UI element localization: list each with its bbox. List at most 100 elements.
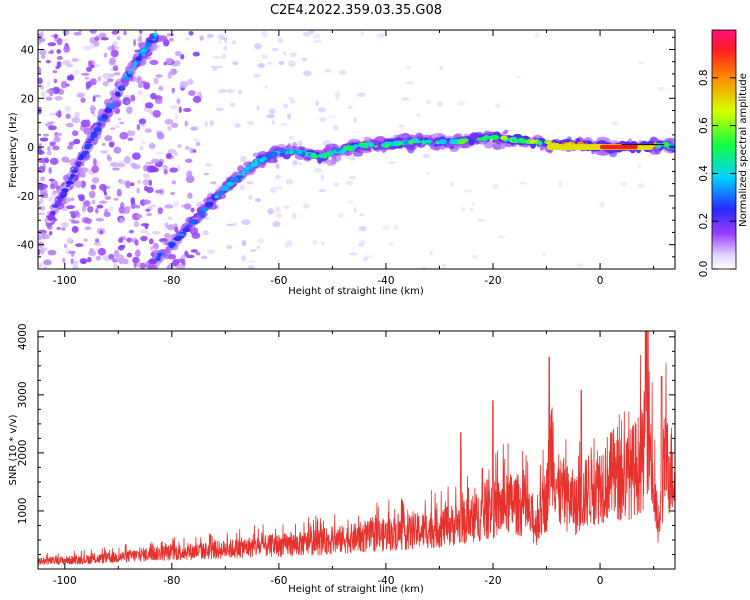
noise-speckle	[319, 117, 327, 122]
noise-speckle	[313, 40, 323, 43]
ridge-peak-blob	[141, 52, 145, 56]
noise-speckle	[62, 257, 66, 264]
noise-speckle	[109, 57, 117, 65]
noise-speckle	[188, 30, 194, 36]
noise-speckle	[42, 184, 47, 190]
noise-speckle	[516, 75, 520, 79]
noise-speckle	[125, 100, 130, 105]
spectrogram-image	[38, 24, 675, 269]
noise-speckle	[317, 107, 326, 113]
noise-speckle	[534, 32, 539, 39]
noise-speckle	[450, 182, 454, 187]
noise-speckle	[125, 180, 131, 189]
noise-speckle	[70, 197, 75, 202]
snr-x-label: Height of straight line (km)	[288, 584, 424, 595]
noise-speckle	[360, 239, 366, 246]
noise-speckle	[155, 152, 164, 155]
noise-speckle	[82, 45, 92, 51]
noise-speckle	[56, 226, 61, 231]
noise-speckle	[104, 135, 113, 142]
noise-speckle	[104, 208, 108, 215]
noise-speckle	[190, 126, 198, 131]
noise-speckle	[152, 243, 159, 250]
noise-speckle	[137, 261, 141, 268]
noise-speckle	[53, 136, 61, 143]
noise-speckle	[102, 142, 106, 147]
noise-speckle	[146, 212, 153, 217]
noise-speckle	[123, 206, 131, 214]
noise-speckle	[150, 246, 154, 251]
noise-speckle	[142, 179, 151, 186]
ridge-peak-blob	[79, 154, 84, 160]
noise-speckle	[45, 96, 53, 101]
noise-speckle	[272, 47, 279, 52]
ridge-peak-blob	[168, 241, 176, 247]
noise-speckle	[91, 165, 99, 174]
noise-speckle	[170, 105, 178, 110]
noise-speckle	[71, 130, 79, 137]
snr-line	[38, 331, 675, 566]
noise-speckle	[125, 106, 133, 114]
ridge-peak-blob	[235, 175, 245, 179]
ridge-halo-blob	[594, 150, 606, 156]
noise-speckle	[166, 33, 175, 37]
noise-speckle	[134, 239, 139, 246]
noise-speckle	[333, 182, 339, 187]
ridge-peak-blob	[198, 211, 205, 218]
noise-speckle	[292, 160, 298, 166]
noise-speckle	[239, 184, 246, 190]
ridge-halo-blob	[322, 148, 327, 154]
noise-speckle	[184, 158, 193, 163]
noise-speckle	[136, 214, 143, 219]
x-tick-label: -100	[53, 275, 77, 287]
noise-speckle	[348, 252, 358, 256]
noise-speckle	[133, 221, 140, 228]
noise-speckle	[63, 45, 70, 53]
noise-speckle	[232, 40, 237, 45]
noise-speckle	[163, 61, 167, 66]
ridge-halo-blob	[326, 159, 335, 166]
ridge-peak-blob	[314, 155, 320, 158]
ridge-halo-blob	[500, 141, 505, 150]
noise-speckle	[111, 44, 115, 51]
ridge-peak-blob	[61, 188, 69, 193]
noise-speckle	[518, 181, 528, 185]
noise-speckle	[165, 57, 173, 65]
noise-speckle	[140, 124, 146, 128]
ridge-peak-blob	[326, 151, 331, 158]
noise-speckle	[183, 203, 192, 210]
noise-speckle	[99, 150, 109, 154]
ridge-peak-blob	[51, 210, 56, 215]
noise-speckle	[347, 200, 354, 204]
noise-speckle	[94, 36, 100, 41]
colorbar-tick-label: 0.2	[698, 213, 710, 230]
noise-speckle	[271, 120, 275, 125]
noise-speckle	[53, 78, 58, 84]
x-tick-label: -80	[163, 575, 180, 587]
noise-speckle	[81, 260, 86, 264]
ridge-blob	[121, 81, 127, 87]
noise-speckle	[301, 57, 308, 62]
noise-speckle	[174, 226, 179, 233]
noise-speckle	[95, 238, 100, 243]
noise-speckle	[469, 207, 474, 212]
noise-speckle	[56, 49, 62, 54]
noise-speckle	[52, 70, 58, 74]
noise-speckle	[86, 66, 93, 72]
noise-speckle	[68, 141, 75, 146]
ridge-halo-blob	[433, 132, 444, 137]
noise-speckle	[288, 96, 295, 101]
noise-speckle	[71, 116, 81, 124]
noise-speckle	[45, 59, 51, 64]
noise-speckle	[73, 138, 81, 145]
ridge-peak-blob	[101, 114, 108, 120]
spectrogram-x-axis: -100 -80 -60 -40 -20 0	[53, 30, 655, 287]
noise-speckle	[167, 224, 175, 231]
ridge-peak-blob	[373, 144, 378, 148]
noise-speckle	[64, 159, 71, 163]
ridge-halo-blob	[149, 24, 159, 30]
noise-speckle	[169, 167, 178, 173]
noise-speckle	[250, 249, 257, 252]
noise-speckle	[102, 72, 112, 79]
noise-speckle	[90, 64, 95, 69]
